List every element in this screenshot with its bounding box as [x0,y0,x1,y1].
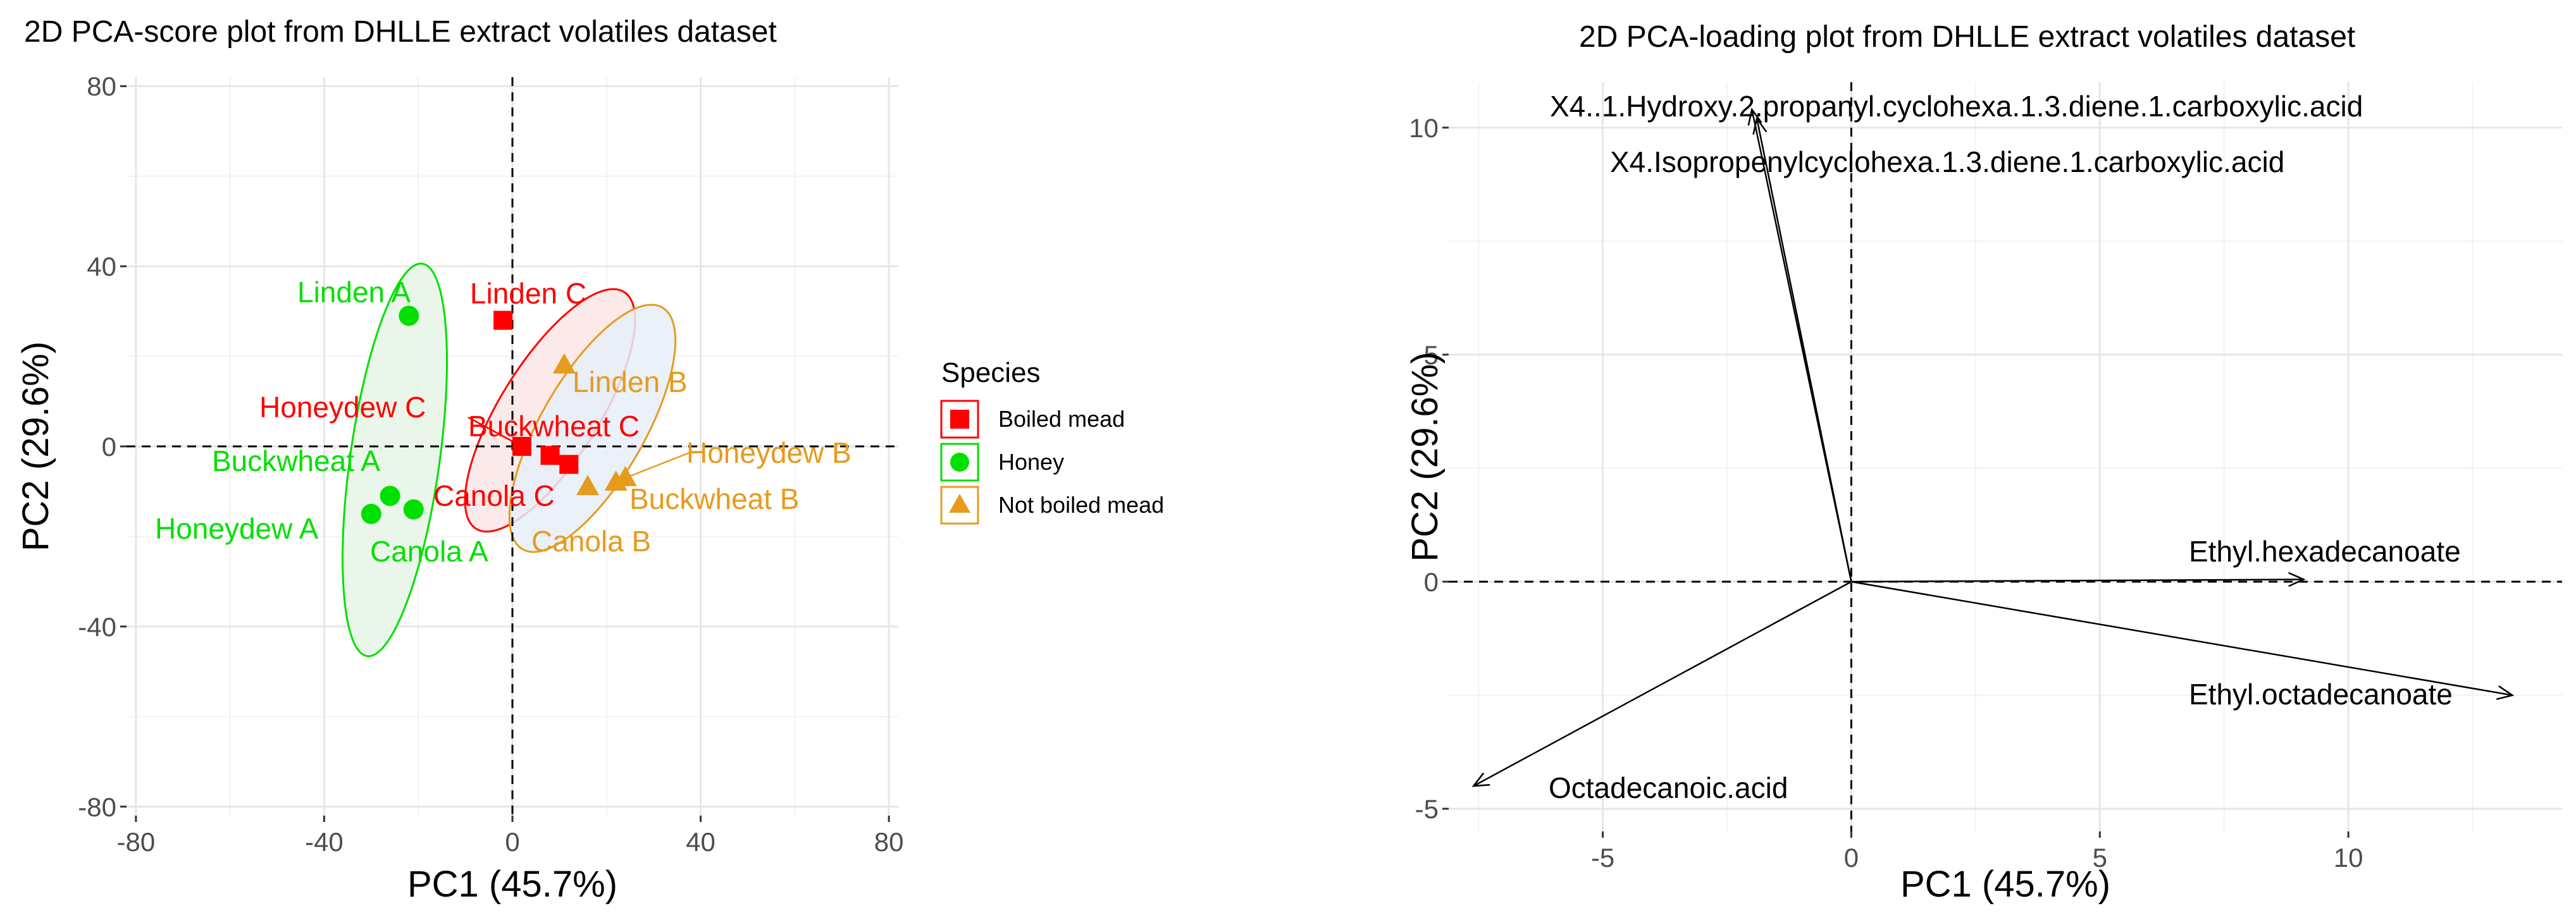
point-label-canola-b: Canola B [531,525,651,558]
score-plot-axes: -80 -40 0 40 80 -80 -40 0 40 80 [78,71,903,857]
loading-label-3: Ethyl.hexadecanoate [2189,535,2461,568]
y-tick-label: -40 [78,612,116,642]
legend-label-honey: Honey [998,449,1064,475]
point-buckwheat-a [380,486,400,506]
confidence-ellipse-not-boiled-mead [508,303,677,553]
legend-symbol-boiled-mead [950,410,969,429]
point-honeydew-a [361,503,381,524]
point-linden-a [399,305,419,326]
point-label-honeydew-a: Honeydew A [155,512,319,545]
loading-plot: 2D PCA-loading plot from DHLLE extract v… [1404,20,2562,905]
loading-arrow-3 [1851,572,2306,587]
point-label-buckwheat-c: Buckwheat C [468,410,640,443]
point-label-canola-c: Canola C [433,479,555,512]
score-plot-point-labels: Linden C Honeydew C Buckwheat C Canola C Lin… [155,276,851,568]
point-canola-b [576,475,600,496]
loading-label-5: Octadecanoic.acid [1549,771,1788,804]
score-plot-x-axis-title: PC1 (45.7%) [407,864,617,905]
x-tick-label: -80 [117,827,156,857]
point-canola-a [403,499,424,520]
confidence-ellipse-honey [342,262,448,658]
point-label-canola-a: Canola A [370,535,488,568]
y-tick-label: 10 [1409,113,1439,143]
loading-arrow-5 [1471,580,1852,787]
point-linden-b [552,353,576,374]
species-legend: Species Boiled mead Honey Not boiled mead [940,357,1164,525]
loading-plot-arrows [1471,107,2515,787]
loading-plot-y-axis-title: PC2 (29.6%) [1404,352,1446,561]
loading-label-1: X4..1.Hydroxy.2.propanyl.cyclohexa.1.3.d… [1550,90,2363,123]
score-plot-points [361,305,637,524]
y-tick-label: 5 [1424,340,1439,370]
point-buckwheat-b [604,470,628,491]
x-tick-label: 5 [2093,843,2107,873]
point-linden-c [493,310,513,330]
score-plot-y-axis-title: PC2 (29.6%) [15,341,56,551]
point-honeydew-c [512,437,531,456]
loading-plot-axes: -5 0 5 10 -5 0 5 10 [1409,113,2363,873]
point-label-linden-b: Linden B [573,365,688,398]
loading-plot-reference-lines [1449,82,2562,831]
point-label-buckwheat-b: Buckwheat B [629,482,799,515]
loading-label-4: Ethyl.octadecanoate [2189,678,2453,711]
x-tick-label: 40 [686,827,715,857]
loading-arrow-2 [1752,116,1852,582]
point-label-buckwheat-a: Buckwheat A [212,444,380,477]
point-label-linden-a: Linden A [297,276,411,309]
label-connector-honeydew-b [625,451,690,479]
y-tick-label: 0 [102,432,116,462]
x-tick-label: 0 [505,827,519,857]
x-tick-label: -40 [305,827,344,857]
score-plot-ellipses [342,262,677,658]
loading-plot-arrow-labels: X4..1.Hydroxy.2.propanyl.cyclohexa.1.3.d… [1549,90,2461,804]
loading-label-2: X4.Isopropenylcyclohexa.1.3.diene.1.carb… [1610,145,2284,178]
score-plot: 2D PCA-score plot from DHLLE extract vol… [15,15,1164,905]
loading-plot-x-axis-title: PC1 (45.7%) [1900,864,2110,905]
x-tick-label: 0 [1844,843,1859,873]
y-tick-label: 40 [87,252,116,281]
point-label-honeydew-c: Honeydew C [259,391,426,424]
point-canola-c [559,455,579,474]
legend-symbol-not-boiled-mead [949,494,970,513]
legend-label-boiled-mead: Boiled mead [998,406,1125,432]
y-tick-label: -5 [1415,794,1439,824]
legend-key-not-boiled-mead [940,486,979,525]
legend-label-not-boiled-mead: Not boiled mead [998,492,1164,518]
legend-entries: Boiled mead Honey Not boiled mead [940,400,1164,525]
loading-plot-panel [1449,82,2562,831]
score-plot-title: 2D PCA-score plot from DHLLE extract vol… [24,15,777,49]
loading-plot-title: 2D PCA-loading plot from DHLLE extract v… [1579,20,2355,54]
y-tick-label: 0 [1424,567,1439,597]
loading-plot-grid [1449,82,2562,831]
point-buckwheat-c [540,446,560,465]
y-tick-label: 80 [87,71,116,101]
x-tick-label: -5 [1591,843,1614,873]
legend-title: Species [941,357,1041,388]
legend-symbol-honey [950,453,969,472]
x-tick-label: 80 [874,827,904,857]
point-label-linden-c: Linden C [470,277,586,310]
y-tick-label: -80 [78,792,116,822]
point-label-honeydew-b: Honeydew B [686,436,851,469]
x-tick-label: 10 [2334,843,2363,873]
loading-arrow-4 [1851,580,2515,701]
